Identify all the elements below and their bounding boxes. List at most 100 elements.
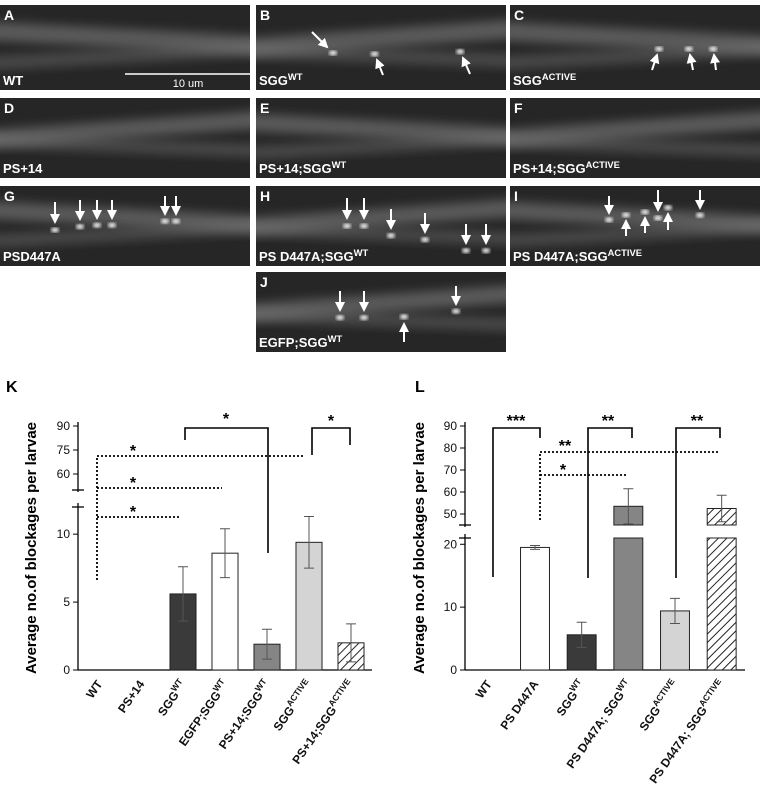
- y-tick-label: 0: [63, 663, 70, 677]
- axon: [0, 220, 250, 248]
- label: WT: [3, 73, 23, 88]
- y-axis-title: Average no.of blockages per larvae: [23, 422, 40, 674]
- label-sup: ACTIVE: [586, 160, 620, 170]
- bar: [520, 546, 550, 671]
- micrograph: E PS+14;SGGWT: [256, 98, 506, 178]
- y-tick-label: 5: [63, 595, 70, 609]
- label: PS D447A: [497, 677, 541, 732]
- label: SGGACTIVE: [269, 676, 316, 733]
- axon: [256, 308, 506, 332]
- blockage: [360, 315, 368, 321]
- significance-bracket: [587, 427, 633, 578]
- y-tick-label: 0: [450, 663, 457, 677]
- blockage: [709, 46, 718, 52]
- panel-letter: B: [260, 7, 270, 23]
- axon: [510, 41, 760, 71]
- panel-letter: C: [514, 7, 524, 23]
- significance-label: **: [559, 438, 572, 455]
- error-bar: [346, 623, 356, 663]
- label-sup: ACTIVE: [326, 676, 352, 708]
- axon: [256, 222, 506, 246]
- y-tick-label: 50: [444, 507, 458, 521]
- y-tick-label: 90: [57, 419, 71, 433]
- label-text: SGG: [513, 73, 542, 88]
- panel-letter: H: [260, 188, 270, 204]
- panel-letter: A: [4, 7, 14, 23]
- micrograph: C SGGACTIVE: [510, 5, 760, 90]
- label-sup: WT: [288, 72, 303, 82]
- label-text: SGG: [259, 73, 288, 88]
- label-sup: WT: [354, 248, 369, 258]
- label-text: SGG: [637, 704, 664, 734]
- significance-bracket: [539, 451, 720, 520]
- label: PS+14: [3, 161, 43, 176]
- micrograph: G PSD447A: [0, 186, 250, 266]
- bar: [613, 537, 644, 671]
- significance-label: **: [602, 413, 615, 430]
- blockage: [343, 223, 351, 229]
- blockage: [329, 50, 337, 56]
- blockage: [370, 51, 379, 57]
- significance-label: *: [130, 443, 137, 460]
- label: SGGWT: [259, 72, 303, 88]
- label-text: PS+14: [115, 677, 148, 715]
- scale-bar-label: 10 um: [173, 78, 204, 90]
- significance-label: ***: [507, 413, 526, 430]
- error-bar: [178, 566, 188, 622]
- blockage: [400, 314, 408, 320]
- error-bar: [623, 488, 634, 525]
- y-tick-label: 10: [444, 600, 458, 614]
- panel-letter: I: [514, 188, 518, 204]
- blockage: [51, 227, 59, 233]
- label-text: EGFP;SGG: [259, 335, 328, 350]
- panel-letter: G: [4, 188, 15, 204]
- y-tick-label: 60: [57, 467, 71, 481]
- panel-letter: J: [260, 274, 268, 290]
- blockage: [336, 315, 344, 321]
- blockage: [452, 308, 460, 314]
- micrograph: F PS+14;SGGACTIVE: [510, 98, 760, 178]
- blockage: [456, 49, 465, 55]
- micrograph: I PS D447A;SGGACTIVE: [510, 186, 760, 266]
- y-tick-label: 20: [444, 537, 458, 551]
- blockage: [696, 212, 704, 218]
- significance-label: *: [223, 411, 230, 428]
- label-text: PS+14;SGG: [513, 161, 586, 176]
- blockage: [93, 222, 101, 228]
- label: PS+14;SGGACTIVE: [513, 160, 620, 176]
- label-text: PS+14;SGG: [289, 704, 339, 767]
- blockage: [387, 233, 395, 239]
- blockage: [172, 218, 180, 224]
- arrow: [375, 58, 385, 76]
- label-sup: WT: [328, 334, 343, 344]
- arrow: [649, 53, 660, 71]
- error-bar: [576, 621, 587, 648]
- blockage: [654, 215, 662, 221]
- label: SGGACTIVE: [635, 676, 682, 733]
- blockage: [664, 205, 672, 211]
- blockage: [622, 212, 630, 218]
- label-text: PS D447A;SGG: [259, 249, 354, 264]
- label: PSD447A: [3, 249, 61, 264]
- significance-label: *: [130, 504, 137, 521]
- axon: [510, 220, 760, 248]
- significance-bracket: [311, 427, 351, 455]
- label: SGGACTIVE: [513, 72, 576, 88]
- micrograph: D PS+14: [0, 98, 250, 178]
- significance-label: **: [691, 413, 704, 430]
- arrow: [710, 53, 721, 71]
- error-bar: [716, 494, 727, 523]
- arrow: [311, 31, 329, 49]
- label: SGGWT: [552, 676, 589, 719]
- y-tick-label: 90: [444, 419, 458, 433]
- blockage: [641, 209, 649, 215]
- error-bar: [670, 597, 680, 624]
- label-sup: ACTIVE: [608, 248, 642, 258]
- significance-label: *: [328, 413, 335, 430]
- significance-label: *: [130, 475, 137, 492]
- y-tick-label: 75: [57, 443, 71, 457]
- y-tick-label: 10: [57, 527, 71, 541]
- micrograph: B SGGWT: [256, 5, 506, 90]
- axon: [0, 41, 250, 71]
